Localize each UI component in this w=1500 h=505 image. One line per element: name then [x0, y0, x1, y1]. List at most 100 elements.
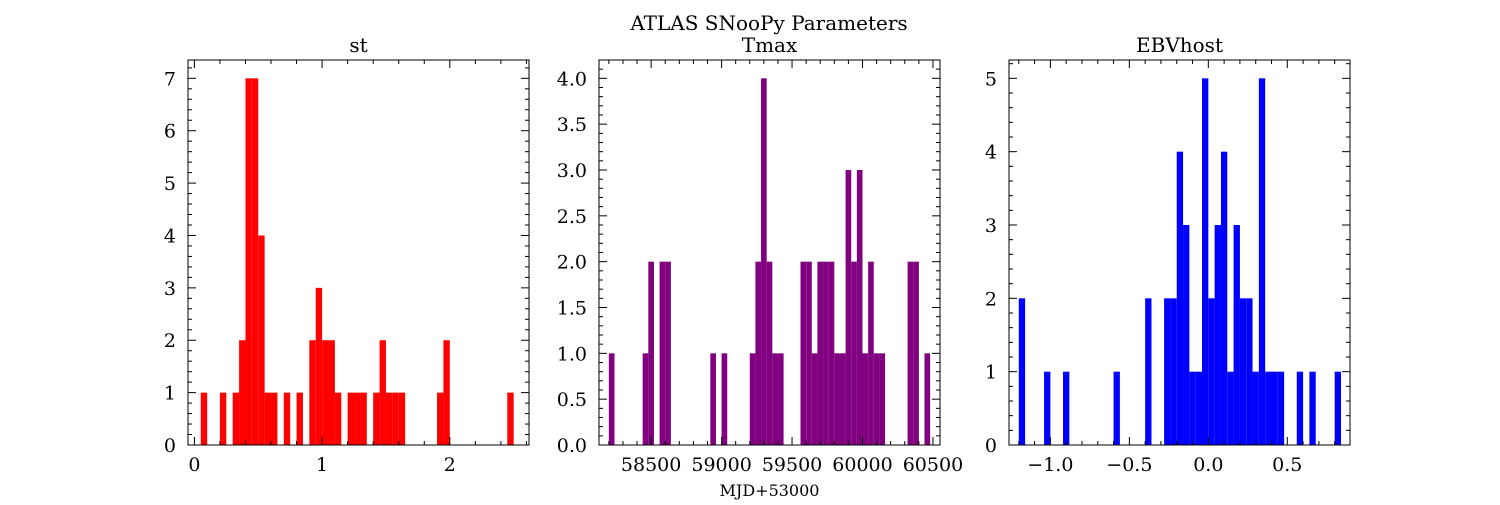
tmax-bar-26 — [873, 353, 880, 445]
ebvhost-ytick-label-2: 2 — [985, 288, 997, 310]
ebvhost-ytick-label-4: 4 — [985, 142, 997, 164]
ebvhost-bar-7 — [1176, 151, 1184, 446]
tmax-bar-17 — [823, 261, 829, 445]
tmax-bar-8 — [755, 261, 762, 445]
st-axes-frame — [187, 59, 530, 446]
tmax-ytick-label-6: 3.0 — [557, 160, 587, 182]
st-bar-25 — [443, 340, 450, 445]
st-bar-4 — [245, 78, 252, 445]
tmax-bar-15 — [811, 353, 818, 445]
tmax-title: Tmax — [742, 33, 798, 57]
tmax-bar-25 — [868, 261, 874, 445]
tmax-bar-11 — [772, 353, 778, 445]
tmax-bar-16 — [817, 261, 824, 445]
tmax-bar-28 — [907, 261, 914, 445]
ebvhost-ytick-label-0: 0 — [985, 435, 997, 457]
ebvhost-bar-26 — [1334, 371, 1341, 445]
ebvhost-bar-13 — [1214, 225, 1221, 445]
ebvhost-bar-24 — [1296, 371, 1304, 445]
panel-st: st 0 1 2 0 1 2 3 4 5 6 7 — [164, 33, 530, 476]
ebvhost-ytick-label-3: 3 — [985, 215, 997, 237]
tmax-ytick-label-5: 2.5 — [557, 206, 587, 228]
st-bar-5 — [251, 78, 259, 445]
tmax-bar-21 — [845, 170, 852, 445]
ebvhost-ytick-label-5: 5 — [985, 68, 997, 90]
st-bar-16 — [347, 392, 355, 445]
ebvhost-bar-0 — [1018, 298, 1026, 445]
tmax-xtick-label-0: 58500 — [621, 454, 681, 476]
ebvhost-bar-10 — [1195, 371, 1203, 445]
st-bar-0 — [200, 392, 208, 445]
tmax-bar-30 — [924, 353, 931, 445]
tmax-ytick-label-2: 1.0 — [557, 343, 587, 365]
tmax-bar-18 — [828, 261, 835, 445]
ebvhost-bar-20 — [1258, 78, 1266, 445]
tmax-bar-6 — [721, 353, 728, 445]
st-bar-20 — [379, 340, 386, 445]
tmax-bar-1 — [642, 353, 649, 445]
ebvhost-xtick-label-1: −0.5 — [1106, 454, 1152, 476]
st-bar-22 — [392, 392, 399, 445]
st-ytick-label-2: 2 — [164, 330, 176, 352]
ebvhost-xtick-label-3: 0.5 — [1272, 454, 1302, 476]
ebvhost-xtick-label-0: −1.0 — [1027, 454, 1073, 476]
tmax-bar-9 — [761, 78, 767, 445]
tmax-ytick-label-8: 4.0 — [557, 68, 587, 90]
panel-tmax: Tmax 58500 59000 59500 60000 60500 0.0 0.5 1.0 1.… — [557, 33, 963, 500]
st-ytick-label-4: 4 — [164, 225, 176, 247]
tmax-bar-12 — [777, 353, 784, 445]
ebvhost-bar-18 — [1246, 298, 1253, 445]
ebvhost-bar-6 — [1170, 298, 1177, 445]
ebvhost-bar-5 — [1164, 298, 1171, 445]
tmax-bar-24 — [862, 353, 869, 445]
ebvhost-bar-1 — [1044, 371, 1051, 445]
tmax-bar-5 — [710, 353, 716, 445]
tmax-ytick-label-0: 0.0 — [557, 435, 587, 457]
st-bar-2 — [232, 392, 240, 445]
ebvhost-bar-4 — [1145, 298, 1152, 445]
st-bar-17 — [354, 392, 361, 445]
tmax-bars — [608, 78, 931, 445]
st-xtick-label-1: 1 — [316, 454, 328, 476]
st-ytick-label-1: 1 — [164, 383, 176, 405]
ebvhost-bar-17 — [1239, 298, 1247, 445]
st-bar-11 — [309, 340, 316, 445]
st-bar-19 — [373, 392, 380, 445]
st-bar-24 — [437, 392, 444, 445]
panels: st 0 1 2 0 1 2 3 4 5 6 7 Tmax 58500 59000 59500 60000 605… — [164, 33, 1351, 500]
tmax-bar-3 — [659, 261, 666, 445]
st-xtick-label-0: 0 — [188, 454, 200, 476]
st-bar-3 — [239, 340, 246, 445]
st-bar-15 — [334, 392, 342, 445]
st-bar-13 — [322, 340, 329, 445]
ebvhost-bar-12 — [1208, 298, 1215, 445]
tmax-bar-4 — [665, 261, 671, 445]
ebvhost-bar-23 — [1277, 371, 1285, 445]
tmax-bar-2 — [648, 261, 654, 445]
tmax-bar-22 — [851, 261, 857, 445]
st-bar-1 — [219, 392, 227, 445]
ebvhost-bar-25 — [1309, 371, 1316, 445]
ebvhost-bar-14 — [1220, 151, 1228, 446]
ebvhost-bar-9 — [1189, 371, 1196, 445]
st-bar-10 — [296, 392, 303, 445]
ebvhost-bar-22 — [1271, 371, 1278, 445]
ebvhost-bar-16 — [1233, 225, 1240, 445]
ebvhost-bar-8 — [1183, 225, 1190, 445]
st-ytick-label-5: 5 — [164, 173, 176, 195]
st-bar-8 — [271, 392, 278, 445]
tmax-ytick-label-7: 3.5 — [557, 114, 587, 136]
tmax-bar-0 — [608, 353, 615, 445]
tmax-bar-13 — [800, 261, 807, 445]
st-bar-9 — [283, 392, 291, 445]
st-bar-6 — [258, 235, 265, 445]
ebvhost-xtick-label-2: 0.0 — [1193, 454, 1223, 476]
st-bar-23 — [398, 392, 406, 445]
tmax-xtick-label-3: 60000 — [832, 454, 892, 476]
tmax-ytick-label-1: 0.5 — [557, 389, 587, 411]
st-ytick-label-7: 7 — [164, 68, 176, 90]
st-bar-21 — [385, 392, 393, 445]
st-bar-12 — [315, 287, 323, 445]
st-title: st — [349, 33, 367, 57]
tmax-xtick-label-2: 59500 — [762, 454, 822, 476]
